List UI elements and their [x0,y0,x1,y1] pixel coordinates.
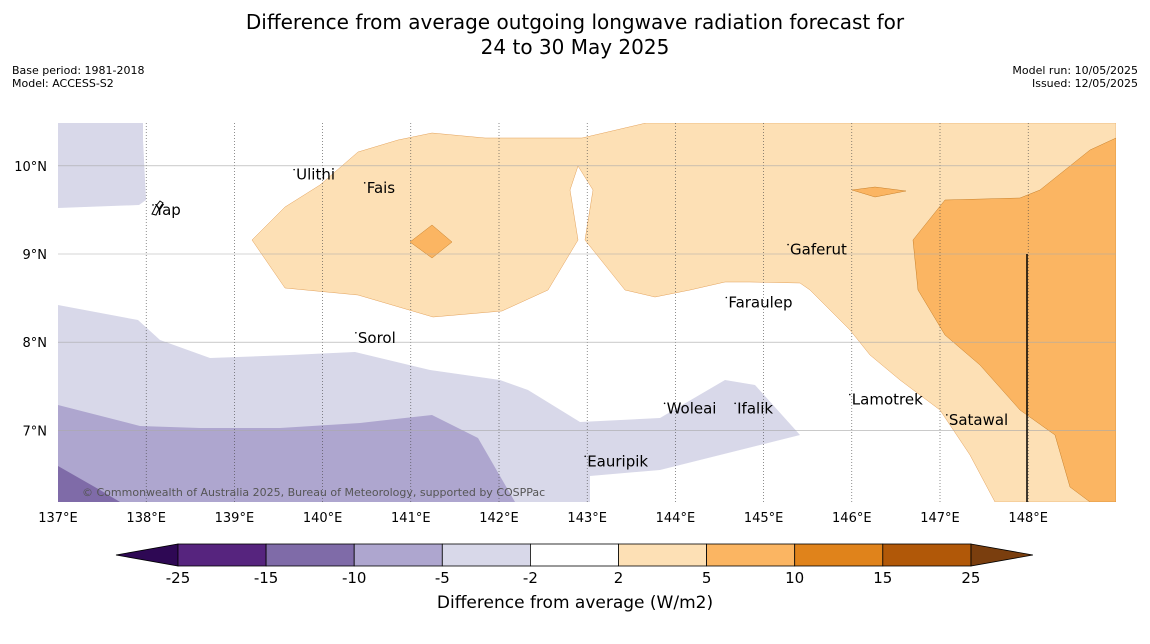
place-marker [734,402,736,405]
lon-tick-label: 148°E [1008,511,1048,526]
base-period: Base period: 1981-2018 [12,64,145,77]
colorbar-segment [353,543,443,567]
colorbar: -25 -15 -10 -5 -2 2 5 10 15 25 [115,543,1033,587]
colorbar-label: Difference from average (W/m2) [436,593,714,613]
lat-tick-label: 9°N [23,248,48,263]
place-label: Eauripik [587,452,648,470]
place-marker [946,414,948,416]
place-marker [293,168,295,171]
meta-right: Model run: 10/05/2025 Issued: 12/05/2025 [1012,64,1138,90]
issued-date: Issued: 12/05/2025 [1031,77,1138,90]
colorbar-tick-label: 5 [702,569,712,587]
colorbar-segment [882,543,972,567]
lon-tick-label: 143°E [567,511,607,526]
colorbar-segment [706,543,796,567]
place-marker [725,296,728,299]
place-labels: Ulithi Fais Yap Gaferut Faraulep Sorol Lamotre… [152,166,1008,470]
model-name: Model: ACCESS-S2 [12,77,114,90]
place-marker [363,182,366,184]
lon-tick-label: 144°E [656,511,696,526]
place-marker [152,204,154,206]
colorbar-tick-label: -2 [523,569,538,587]
place-marker [787,243,789,246]
title-line-2: 24 to 30 May 2025 [480,35,670,59]
longitude-tick-labels: 137°E 138°E 139°E 140°E 141°E 142°E 143°E 144°E… [38,511,1048,526]
lon-tick-label: 139°E [215,511,255,526]
place-label: Ifalik [737,399,773,417]
contour-neg-5-to-10 [58,405,515,502]
place-label: Satawal [949,411,1008,429]
place-label: Yap [154,201,181,219]
colorbar-tick-label: -25 [166,569,191,587]
place-label: Gaferut [790,241,847,259]
lat-tick-label: 8°N [23,336,48,351]
place-label: Ulithi [296,166,335,184]
contour-pos-5-to-10 [912,137,1116,502]
colorbar-over-arrow [970,543,1033,567]
map-plot-area: Ulithi Fais Yap Gaferut Faraulep Sorol Lamotre… [58,123,1116,502]
lon-tick-label: 145°E [744,511,784,526]
colorbar-under-arrow [115,543,179,567]
lon-tick-label: 147°E [920,511,960,526]
yap-island-shape [151,200,164,216]
place-label: Fais [367,179,396,197]
place-label: Lamotrek [852,391,923,409]
lon-tick-label: 142°E [479,511,519,526]
copyright-notice: © Commonwealth of Australia 2025, Bureau… [82,486,545,499]
lon-tick-label: 146°E [832,511,872,526]
colorbar-tick-label: 2 [614,569,624,587]
place-marker [355,331,357,334]
colorbar-segment [265,543,355,567]
latitude-tick-labels: 10°N 9°N 8°N 7°N [14,160,47,440]
colorbar-segment [794,543,884,567]
colorbar-segment [177,543,267,567]
place-label: Sorol [358,329,396,347]
contour-neg-10-to-15 [58,466,120,502]
place-marker [663,402,666,405]
lon-tick-label: 138°E [126,511,166,526]
colorbar-tick-label: 10 [785,569,804,587]
colorbar-segment [618,543,707,567]
lat-tick-label: 10°N [14,160,47,175]
place-label: Faraulep [728,294,792,312]
meta-left: Base period: 1981-2018 Model: ACCESS-S2 [12,64,144,90]
contour-pos-5-to-10-small-1 [409,224,453,259]
lon-tick-label: 137°E [38,511,78,526]
lon-tick-label: 140°E [303,511,343,526]
colorbar-segment [530,543,619,567]
model-run: Model run: 10/05/2025 [1012,64,1138,77]
colorbar-tick-label: -5 [435,569,450,587]
colorbar-segment [441,543,531,567]
place-marker [849,393,851,396]
map-title: Difference from average outgoing longwav… [0,10,1150,60]
title-line-1: Difference from average outgoing longwav… [245,10,905,34]
colorbar-tick-label: 15 [873,569,892,587]
gridlines [58,123,1116,502]
lon-tick-label: 141°E [391,511,431,526]
colorbar-tick-label: 25 [961,569,980,587]
lat-tick-label: 7°N [23,424,48,439]
colorbar-tick-label: -10 [342,569,367,587]
place-label: Woleai [667,399,717,417]
contour-pos-5-to-10-small-2 [851,186,907,198]
colorbar-tick-label: -15 [254,569,279,587]
place-marker [584,455,586,458]
contour-pos-2-to-5 [251,123,1116,502]
